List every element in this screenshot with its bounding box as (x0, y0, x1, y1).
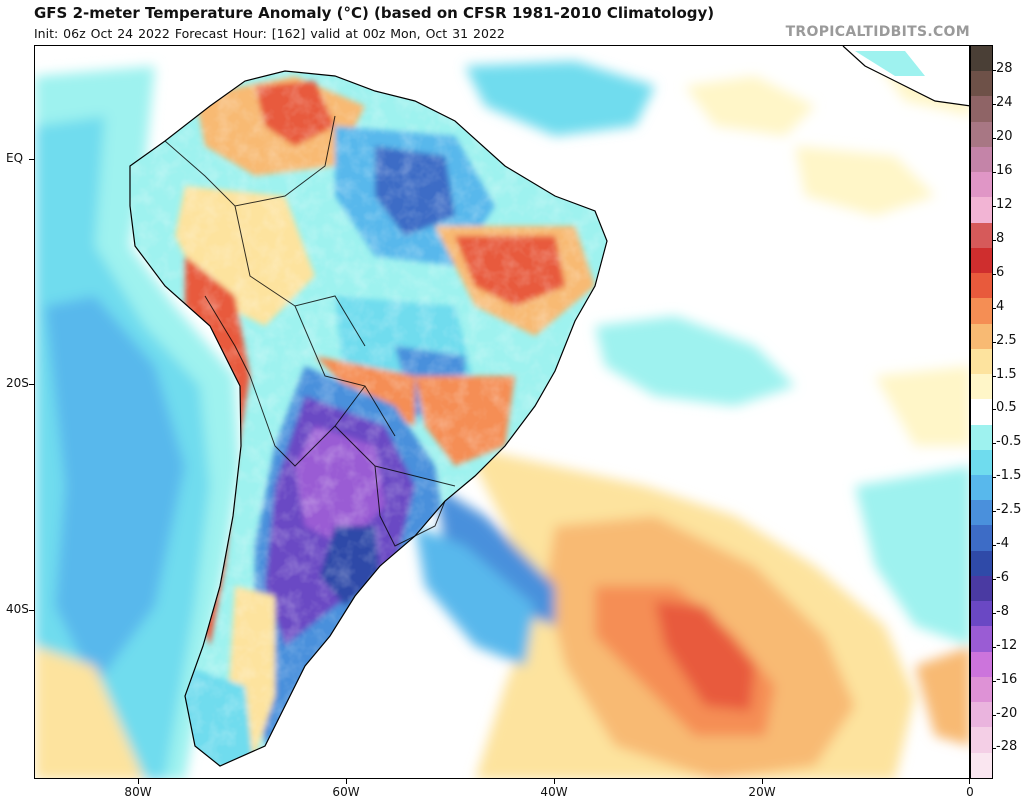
lat-label-40s: 40S (6, 602, 29, 616)
colorbar-tick (992, 578, 996, 580)
colorbar-tick (992, 375, 996, 377)
colorbar-segment (971, 601, 992, 627)
lon-tick (554, 779, 555, 784)
lon-label-40w: 40W (540, 785, 568, 799)
colorbar-label: 1.5 (996, 366, 1017, 382)
lat-tick (29, 610, 34, 611)
colorbar-tick (992, 714, 996, 716)
colorbar-tick (992, 273, 996, 275)
lat-tick (29, 159, 34, 160)
colorbar-label: 4 (996, 298, 1005, 314)
colorbar-tick (992, 239, 996, 241)
colorbar-segment (971, 247, 992, 274)
lon-label-80w: 80W (124, 785, 152, 799)
colorbar-label: -4 (996, 536, 1009, 552)
colorbar-segment (971, 752, 992, 778)
colorbar-segment (971, 525, 992, 551)
country-borders (164, 115, 456, 547)
colorbar-segment (971, 323, 992, 349)
colorbar-label: 0.5 (996, 400, 1017, 416)
lon-tick (138, 779, 139, 784)
colorbar-segment (971, 71, 992, 97)
lon-label-20w: 20W (748, 785, 776, 799)
colorbar-label: -12 (996, 637, 1018, 653)
colorbar-segment (971, 449, 992, 475)
colorbar-label: -16 (996, 671, 1018, 687)
colorbar-label: -8 (996, 603, 1009, 619)
colorbar-tick (992, 612, 996, 614)
colorbar-label: 16 (996, 163, 1013, 179)
colorbar-label: -28 (996, 739, 1018, 755)
colorbar-segment (971, 121, 992, 147)
colorbar-segment (971, 96, 992, 122)
colorbar-segment (971, 273, 992, 299)
anomaly-field (35, 46, 969, 778)
colorbar-tick (992, 70, 996, 72)
colorbar-tick (992, 172, 996, 174)
africa-land (843, 46, 969, 106)
temperature-anomaly-map (34, 45, 970, 779)
colorbar-segment (971, 348, 992, 375)
atlantic-warm-region (415, 46, 969, 778)
colorbar-tick (992, 206, 996, 208)
colorbar-tick (992, 307, 996, 309)
forecast-info: Init: 06z Oct 24 2022 Forecast Hour: [16… (34, 26, 505, 41)
colorbar-label: 20 (996, 129, 1013, 145)
colorbar-segment (971, 298, 992, 324)
colorbar-segment (971, 399, 992, 425)
colorbar-label: 6 (996, 264, 1005, 280)
lon-tick (346, 779, 347, 784)
source-credit: TROPICALTIDBITS.COM (785, 24, 970, 40)
colorbar-tick (992, 104, 996, 106)
lat-label-20s: 20S (6, 376, 29, 390)
colorbar-label: -0.5 (996, 434, 1022, 450)
colorbar-tick (992, 477, 996, 479)
colorbar-segment (971, 374, 992, 400)
colorbar-segment (971, 222, 992, 248)
colorbar-label: 2.5 (996, 332, 1017, 348)
colorbar-segment (971, 197, 992, 223)
lat-label-eq: EQ (6, 151, 24, 165)
coastlines (129, 46, 969, 767)
colorbar-label: 24 (996, 95, 1013, 111)
colorbar-segment (971, 626, 992, 652)
pacific-cool-region (35, 66, 240, 778)
colorbar-segment (971, 146, 992, 173)
colorbar-segment (971, 46, 992, 72)
lon-label-0: 0 (966, 785, 974, 799)
colorbar-segment (971, 424, 992, 450)
map-title: GFS 2-meter Temperature Anomaly (°C) (ba… (34, 4, 715, 22)
colorbar-segment (971, 727, 992, 753)
colorbar-segment (971, 702, 992, 728)
lat-tick (29, 384, 34, 385)
colorbar-label: -2.5 (996, 502, 1022, 518)
colorbar-segment (971, 500, 992, 526)
colorbar-tick (992, 680, 996, 682)
colorbar-tick (992, 748, 996, 750)
colorbar-label: 12 (996, 197, 1013, 213)
colorbar-tick (992, 545, 996, 547)
colorbar-segment (971, 676, 992, 703)
colorbar-segment (971, 575, 992, 602)
lon-tick (969, 779, 970, 784)
colorbar-label: -1.5 (996, 468, 1022, 484)
colorbar-label: 28 (996, 61, 1013, 77)
lon-tick (762, 779, 763, 784)
colorbar-tick (992, 341, 996, 343)
colorbar-tick (992, 511, 996, 513)
colorbar-tick (992, 443, 996, 445)
colorbar-label: -20 (996, 705, 1018, 721)
colorbar-segment (971, 474, 992, 501)
colorbar-label: 8 (996, 230, 1005, 246)
colorbar-tick (992, 409, 996, 411)
colorbar-tick (992, 138, 996, 140)
colorbar-segment (971, 550, 992, 576)
colorbar-label: -6 (996, 569, 1009, 585)
colorbar-segment (971, 172, 992, 198)
colorbar-segment (971, 651, 992, 677)
colorbar-tick (992, 646, 996, 648)
lon-label-60w: 60W (332, 785, 360, 799)
colorbar (970, 45, 993, 779)
